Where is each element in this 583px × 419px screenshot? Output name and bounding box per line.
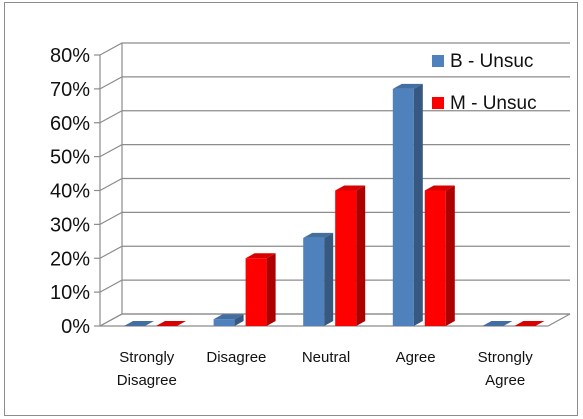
legend-label: B - Unsuc [450,51,533,72]
x-category-label: Agree [485,372,525,389]
bar [424,185,455,326]
bar-top [424,185,455,191]
legend-label: M - Unsuc [450,93,537,114]
bar-top [124,321,154,326]
x-category-label: Neutral [302,349,350,366]
gridlines [99,42,570,327]
legend-item: B - Unsuc [432,51,533,72]
bar [482,321,513,327]
y-tick-label: 20% [50,248,90,270]
bar-side [445,185,455,326]
bar-front [392,88,414,326]
bar [392,83,423,326]
bar-top [156,321,186,326]
y-tick-label: 30% [50,214,90,236]
gridline [99,211,570,225]
bar [514,321,545,327]
x-category-label: Strongly [119,349,175,366]
y-tick-label: 0% [61,316,90,338]
bar-top [335,185,366,191]
x-category-labels: Strongly Disagree Disagree Neutral Agree Stro… [117,349,533,389]
bar-top [392,83,423,89]
legend-swatch [432,97,444,109]
bar [156,321,186,327]
y-tick-label: 70% [50,79,90,101]
bar-side [356,185,366,326]
y-tick-label: 80% [50,45,90,67]
bars [124,83,545,327]
bar-side [324,232,334,326]
bar-side [413,83,423,326]
x-category-label: Disagree [117,372,177,389]
axes [94,43,571,327]
x-category-label: Strongly [478,349,534,366]
legend-item: M - Unsuc [432,93,537,114]
y-tick-label: 40% [50,181,90,203]
x-category-label: Agree [396,349,436,366]
bar-side [234,314,244,326]
gridline [99,76,570,90]
bar-top [245,253,276,259]
bar [213,314,244,326]
gridline [99,144,570,158]
bar-front [245,258,267,326]
bar-top [213,314,244,320]
bar [124,321,154,327]
bar-side [266,253,276,326]
gridline [99,177,570,192]
bar-top [303,232,334,238]
bar-front [303,237,325,326]
y-tick-label: 60% [50,113,90,135]
y-tick-label: 10% [50,282,90,304]
bar-front [335,190,357,326]
gridline [99,245,570,259]
gridline [99,279,570,293]
y-tick-label: 50% [50,147,90,169]
bar [245,253,276,326]
legend: B - Unsuc M - Unsuc [432,51,537,114]
bar-top [514,321,545,326]
bar [303,232,334,326]
bar-top [482,321,513,326]
y-tick-labels: 0% 10% 20% 30% 40% 50% 60% 70% 80% [50,45,90,338]
bar-front [213,319,235,326]
x-category-label: Disagree [206,349,266,366]
legend-swatch [432,55,444,67]
bar [335,185,366,326]
bar-front [424,190,446,326]
